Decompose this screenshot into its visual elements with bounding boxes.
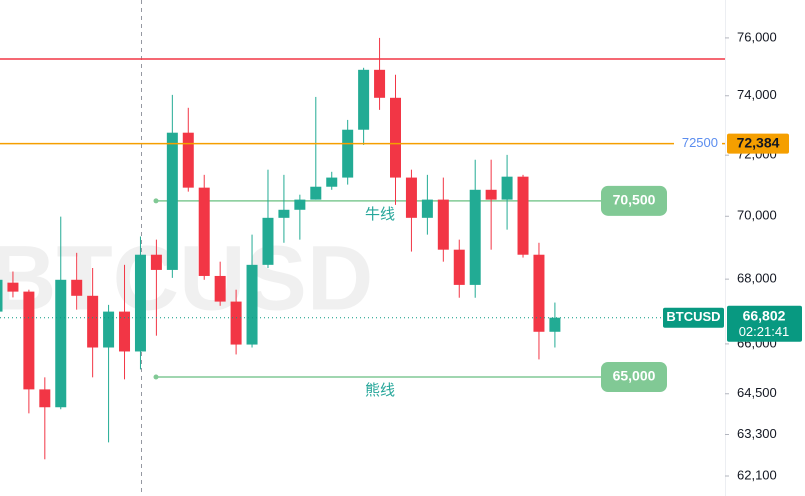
candle-body	[0, 279, 3, 312]
candle-body	[39, 389, 51, 408]
candle-body	[182, 132, 194, 188]
y-tick-label: 68,000	[737, 271, 777, 286]
y-tick-label: 63,300	[737, 426, 777, 441]
target-label: 65,000	[613, 368, 656, 384]
candle-body	[262, 217, 274, 265]
y-tick-label: 62,100	[737, 467, 777, 482]
candle-body	[198, 187, 210, 276]
candle-body	[326, 177, 338, 187]
candle-body	[405, 177, 417, 218]
candle-body	[390, 97, 401, 178]
candle-body	[549, 317, 561, 332]
alert-tag	[727, 133, 789, 154]
candle-body	[453, 249, 465, 285]
target-anchor	[153, 374, 159, 380]
price-label: 66,802	[743, 307, 786, 323]
candle-body	[7, 282, 19, 292]
alert-label: 72,384	[737, 134, 780, 150]
candle-body	[246, 264, 258, 345]
candle-body	[150, 254, 162, 270]
candle-body	[103, 311, 115, 348]
candle-body	[437, 199, 449, 250]
candle-body	[294, 199, 306, 210]
alert-text: 72500	[682, 135, 718, 150]
candle-body	[55, 279, 67, 408]
candle-body	[469, 189, 481, 285]
symbol-tag	[663, 307, 724, 328]
y-tick-label: 64,500	[737, 385, 777, 400]
target-name: 熊线	[365, 382, 395, 399]
candle-body	[214, 275, 226, 302]
candle-body	[342, 129, 354, 178]
candle-body	[374, 69, 386, 98]
y-tick-label: 70,000	[737, 208, 777, 223]
candle-body	[134, 254, 146, 352]
candle-body	[485, 189, 497, 200]
candle-body	[23, 291, 35, 390]
target-label: 70,500	[613, 192, 656, 208]
candle-body	[278, 209, 290, 218]
candle-body	[421, 199, 433, 218]
target-anchor	[153, 198, 159, 204]
candle-body	[87, 295, 99, 348]
candle-body	[230, 301, 242, 345]
candle-body	[358, 69, 370, 130]
y-tick-label: 74,000	[737, 87, 777, 102]
price-tag	[727, 305, 802, 342]
y-tick-label: 76,000	[737, 29, 777, 44]
alert-text-bg	[674, 134, 722, 153]
candle-body	[501, 176, 513, 200]
candle-body	[517, 176, 529, 255]
candle-body	[533, 254, 545, 332]
countdown: 02:21:41	[739, 324, 790, 339]
candle-body	[71, 279, 83, 296]
target-name: 牛线	[365, 206, 395, 223]
candle-body	[310, 186, 322, 200]
candle-body	[119, 311, 131, 352]
target-tag	[601, 185, 667, 216]
symbol-label: BTCUSD	[666, 309, 720, 324]
candle-body	[166, 132, 178, 270]
target-tag	[601, 362, 667, 393]
